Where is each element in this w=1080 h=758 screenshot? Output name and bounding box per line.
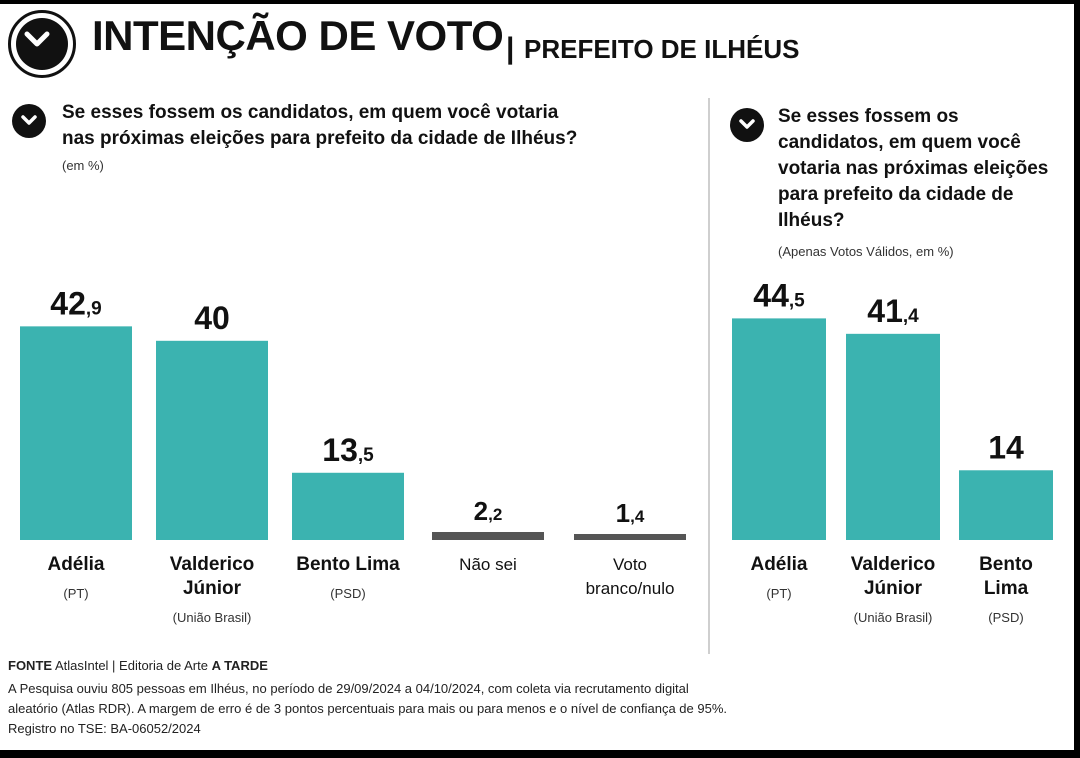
- page-subtitle: PREFEITO DE ILHÉUS: [524, 34, 800, 64]
- source-publisher: A TARDE: [211, 658, 268, 673]
- left-question-note: (em %): [62, 158, 104, 173]
- left-party-label-3: (PSD): [330, 586, 365, 601]
- right-category-label-3: Lima: [984, 578, 1029, 599]
- left-category-label-1: Adélia: [47, 554, 104, 575]
- right-party-label-2: (União Brasil): [854, 610, 933, 625]
- footer-source: FONTE AtlasIntel | Editoria de Arte A TA…: [8, 658, 268, 673]
- left-category-label-2: Júnior: [183, 578, 242, 599]
- left-bar-3: [292, 472, 404, 540]
- footer-methodology-line-2: aleatório (Atlas RDR). A margem de erro …: [8, 701, 728, 716]
- left-value-label-1: 42,9: [50, 285, 101, 321]
- footer-registration: Registro no TSE: BA-06052/2024: [8, 721, 201, 736]
- left-bar-5: [574, 534, 686, 540]
- left-party-label-1: (PT): [63, 586, 88, 601]
- right-category-label-3: Bento: [979, 554, 1033, 575]
- left-chart: 42,9 Adélia (PT) 40 Valderico Júnior (União Br…: [20, 285, 686, 625]
- left-value-label-3: 13,5: [322, 432, 374, 468]
- chevron-badge-icon: [8, 10, 76, 78]
- left-question-text: Se esses fossem os candidatos, em quem v…: [62, 102, 578, 149]
- right-question-note: (Apenas Votos Válidos, em %): [778, 244, 954, 259]
- right-question: Se esses fossem os candidatos, em quem v…: [778, 106, 1049, 231]
- left-category-label-3: Bento Lima: [296, 554, 400, 575]
- left-category-label-4: Não sei: [459, 555, 517, 574]
- left-bar-2: [156, 340, 268, 540]
- right-value-label-3: 14: [988, 429, 1024, 465]
- chevron-down-icon: [730, 108, 764, 142]
- panel-divider: [708, 98, 710, 654]
- right-bar-1: [732, 318, 826, 540]
- left-bar-4: [432, 532, 544, 540]
- right-party-label-3: (PSD): [988, 610, 1023, 625]
- left-category-label-5: Voto: [613, 555, 647, 574]
- right-bar-3: [959, 470, 1053, 540]
- right-category-label-1: Adélia: [750, 554, 807, 575]
- bar-charts: 42,9 Adélia (PT) 40 Valderico Júnior (União Br…: [20, 277, 1053, 625]
- right-category-label-2: Júnior: [864, 578, 923, 599]
- right-chart: 44,5 Adélia (PT) 41,4 Valderico Júnior (União …: [732, 277, 1053, 625]
- source-label: FONTE: [8, 658, 53, 673]
- left-category-label-2: Valderico: [170, 554, 255, 575]
- right-party-label-1: (PT): [766, 586, 791, 601]
- chevron-down-icon: [12, 104, 46, 138]
- source-text: AtlasIntel | Editoria de Arte: [54, 658, 208, 673]
- right-bar-2: [846, 333, 940, 540]
- infographic-canvas: INTENÇÃO DE VOTO | PREFEITO DE ILHÉUS Se…: [0, 4, 1074, 750]
- left-bar-1: [20, 326, 132, 540]
- left-value-label-5: 1,4: [616, 498, 645, 528]
- page-title: INTENÇÃO DE VOTO: [92, 12, 504, 59]
- left-value-label-2: 40: [194, 300, 230, 336]
- right-category-label-2: Valderico: [851, 554, 936, 575]
- right-value-label-2: 41,4: [867, 293, 919, 329]
- left-party-label-2: (União Brasil): [173, 610, 252, 625]
- right-value-label-1: 44,5: [753, 277, 805, 313]
- left-question: Se esses fossem os candidatos, em quem v…: [62, 100, 582, 179]
- footer-methodology-line-1: A Pesquisa ouviu 805 pessoas em Ilhéus, …: [8, 681, 689, 696]
- title-separator: |: [506, 32, 515, 65]
- left-category-label-5: branco/nulo: [586, 579, 675, 598]
- left-value-label-4: 2,2: [474, 496, 503, 526]
